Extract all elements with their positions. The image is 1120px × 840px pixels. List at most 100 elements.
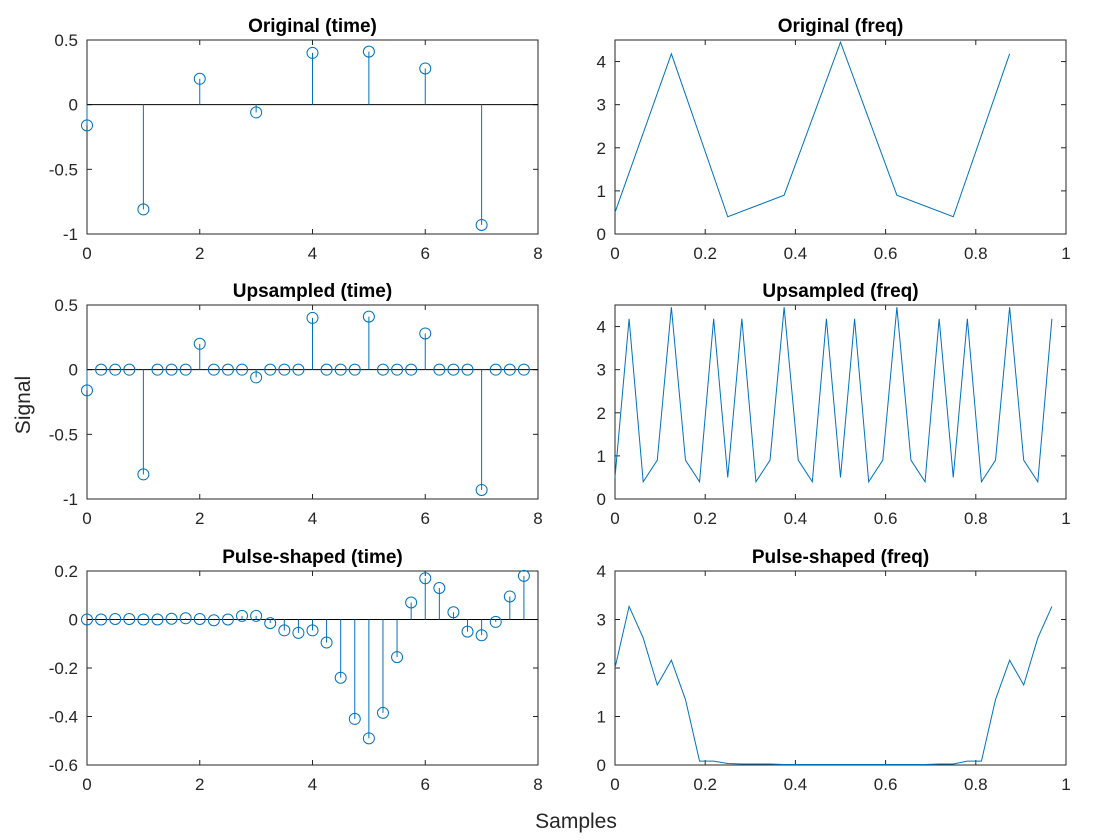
x-tick-label: 8	[533, 775, 542, 794]
x-tick-label: 2	[195, 775, 204, 794]
x-tick-label: 6	[421, 244, 430, 263]
stem-marker	[193, 337, 206, 350]
y-tick-label: 2	[597, 404, 606, 423]
series-line	[614, 307, 1053, 484]
stem-marker	[250, 609, 263, 622]
subplot-title: Original (time)	[248, 16, 377, 37]
stem-marker	[405, 596, 418, 609]
stem-marker	[81, 613, 93, 626]
stem-marker	[376, 706, 389, 719]
stem-marker	[306, 46, 319, 59]
stem-marker	[461, 363, 474, 376]
x-tick-label: 0.6	[874, 509, 898, 528]
stem-marker	[151, 613, 164, 626]
plot-area	[86, 570, 539, 766]
stem-marker	[475, 218, 488, 231]
stem-marker	[221, 363, 234, 376]
subplot-title: Upsampled (freq)	[762, 281, 918, 302]
y-tick-label: 3	[597, 361, 606, 380]
x-tick-label: 8	[533, 509, 542, 528]
x-tick-label: 4	[308, 775, 317, 794]
stem-marker	[236, 363, 249, 376]
stem-marker	[165, 363, 178, 376]
y-tick-label: -0.2	[49, 659, 78, 678]
stem-marker	[207, 614, 220, 627]
y-tick-label: 4	[597, 562, 606, 581]
x-tick-label: 0.8	[964, 509, 988, 528]
x-tick-label: 1	[1061, 509, 1070, 528]
stem-marker	[250, 371, 263, 384]
x-tick-label: 6	[421, 775, 430, 794]
y-tick-label: 2	[597, 139, 606, 158]
stem-marker	[109, 363, 122, 376]
y-tick-label: 0.2	[54, 562, 78, 581]
stem-marker	[419, 572, 432, 585]
y-tick-label: 4	[597, 53, 606, 72]
y-tick-label: -1	[63, 225, 78, 244]
x-tick-label: 0	[82, 244, 91, 263]
stem-marker	[306, 311, 319, 324]
stem-marker	[193, 72, 206, 85]
stem-marker	[362, 45, 375, 58]
x-tick-label: 0	[610, 775, 619, 794]
y-tick-label: 3	[597, 96, 606, 115]
stem-marker	[475, 629, 488, 642]
stem-marker	[137, 203, 150, 216]
stem-marker	[306, 624, 319, 637]
y-tick-label: 2	[597, 659, 606, 678]
x-tick-label: 0	[82, 775, 91, 794]
x-tick-label: 4	[308, 244, 317, 263]
y-tick-label: 0	[597, 756, 606, 775]
y-tick-label: -0.5	[49, 425, 78, 444]
stem-marker	[320, 636, 333, 649]
x-tick-label: 0.8	[964, 244, 988, 263]
plot-area	[614, 304, 1067, 500]
x-tick-label: 0	[610, 509, 619, 528]
x-tick-label: 0.6	[874, 775, 898, 794]
stem-marker	[95, 363, 108, 376]
subplot-1: Original (time) 0 2 4 6 8 -1 -0.5 0 0.5	[49, 16, 543, 263]
stem-marker	[461, 625, 474, 638]
y-tick-label: 1	[597, 182, 606, 201]
stem-marker	[503, 363, 516, 376]
stem-marker	[236, 609, 249, 622]
x-tick-label: 0.8	[964, 775, 988, 794]
stem-marker	[362, 310, 375, 323]
stem-marker	[123, 363, 136, 376]
subplot-title: Original (freq)	[778, 16, 904, 37]
stem-marker	[334, 671, 347, 684]
y-tick-label: -0.6	[49, 756, 78, 775]
stem-marker	[433, 581, 446, 594]
subplot-title: Pulse-shaped (time)	[222, 547, 403, 568]
y-tick-label: 0	[69, 96, 78, 115]
y-tick-label: -1	[63, 490, 78, 509]
stem-marker	[278, 624, 291, 637]
subplot-6: Pulse-shaped (freq) 0 0.2 0.4 0.6 0.8 1 0 1 2 3 4	[597, 547, 1071, 794]
stem-marker	[334, 363, 347, 376]
stem-marker	[221, 613, 234, 626]
y-tick-label: 0	[69, 361, 78, 380]
stem-marker	[250, 106, 263, 119]
x-tick-label: 0	[610, 244, 619, 263]
y-tick-label: 4	[597, 318, 606, 337]
x-tick-label: 4	[308, 509, 317, 528]
x-tick-label: 8	[533, 244, 542, 263]
stem-marker	[503, 590, 516, 603]
stem-marker	[81, 384, 93, 397]
subplot-3: Upsampled (time) 0 2 4 6 8 -1 -0.5 0 0.5	[49, 281, 543, 528]
subplot-4: Upsampled (freq) 0 0.2 0.4 0.6 0.8 1 0 1 2 3 4	[597, 281, 1071, 528]
figure-xlabel: Samples	[535, 810, 617, 833]
stem-marker	[81, 119, 93, 132]
plot-area	[614, 570, 1067, 766]
stem-marker	[376, 363, 389, 376]
series-line	[614, 40, 1011, 218]
subplot-title: Pulse-shaped (freq)	[752, 547, 929, 568]
x-tick-label: 0.4	[784, 509, 808, 528]
y-tick-label: 0	[597, 490, 606, 509]
x-tick-label: 0.4	[784, 775, 808, 794]
stem-marker	[447, 363, 460, 376]
stem-marker	[489, 615, 502, 628]
x-tick-label: 0.4	[784, 244, 808, 263]
